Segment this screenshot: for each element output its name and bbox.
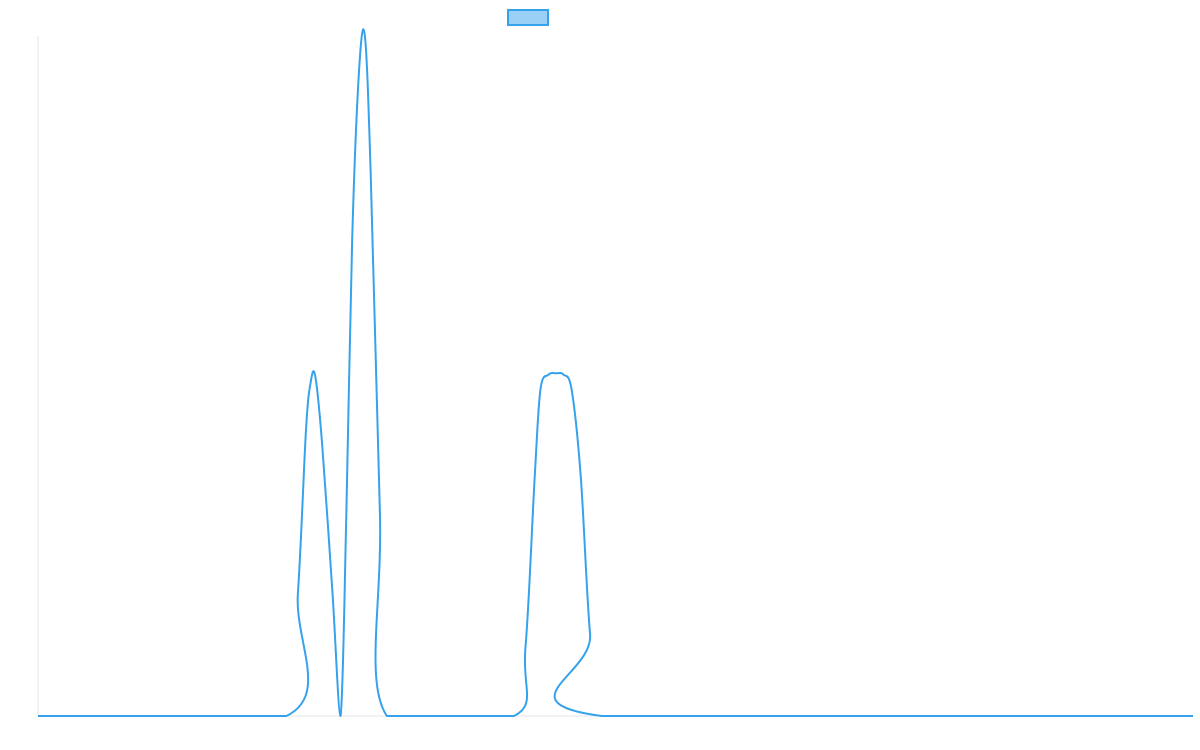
data-point[interactable] [522,645,528,651]
data-point[interactable] [537,387,543,393]
data-point[interactable] [377,509,383,515]
series-layer [35,28,1196,719]
data-point[interactable] [312,373,318,379]
data-point[interactable] [561,372,567,378]
data-point[interactable] [578,475,584,481]
data-point[interactable] [338,713,344,719]
data-point[interactable] [569,387,575,393]
data-point[interactable] [356,67,362,73]
data-point[interactable] [303,427,309,433]
data-point[interactable] [319,441,325,447]
data-point[interactable] [546,372,552,378]
data-point[interactable] [554,370,560,376]
data-point[interactable] [587,631,593,637]
legend[interactable] [507,9,549,26]
data-point[interactable] [532,475,538,481]
data-point[interactable] [511,713,517,719]
data-point[interactable] [295,591,301,597]
data-point[interactable] [362,33,368,39]
legend-swatch[interactable] [507,9,549,26]
series-line-0[interactable] [38,28,1193,718]
data-point[interactable] [1190,713,1196,719]
data-point[interactable] [349,237,355,243]
data-point[interactable] [384,713,390,719]
data-point[interactable] [35,713,41,719]
data-point[interactable] [308,380,314,386]
data-point[interactable] [343,509,349,515]
data-point[interactable] [368,169,374,175]
data-point[interactable] [283,713,289,719]
data-point[interactable] [599,713,605,719]
data-point[interactable] [330,591,336,597]
